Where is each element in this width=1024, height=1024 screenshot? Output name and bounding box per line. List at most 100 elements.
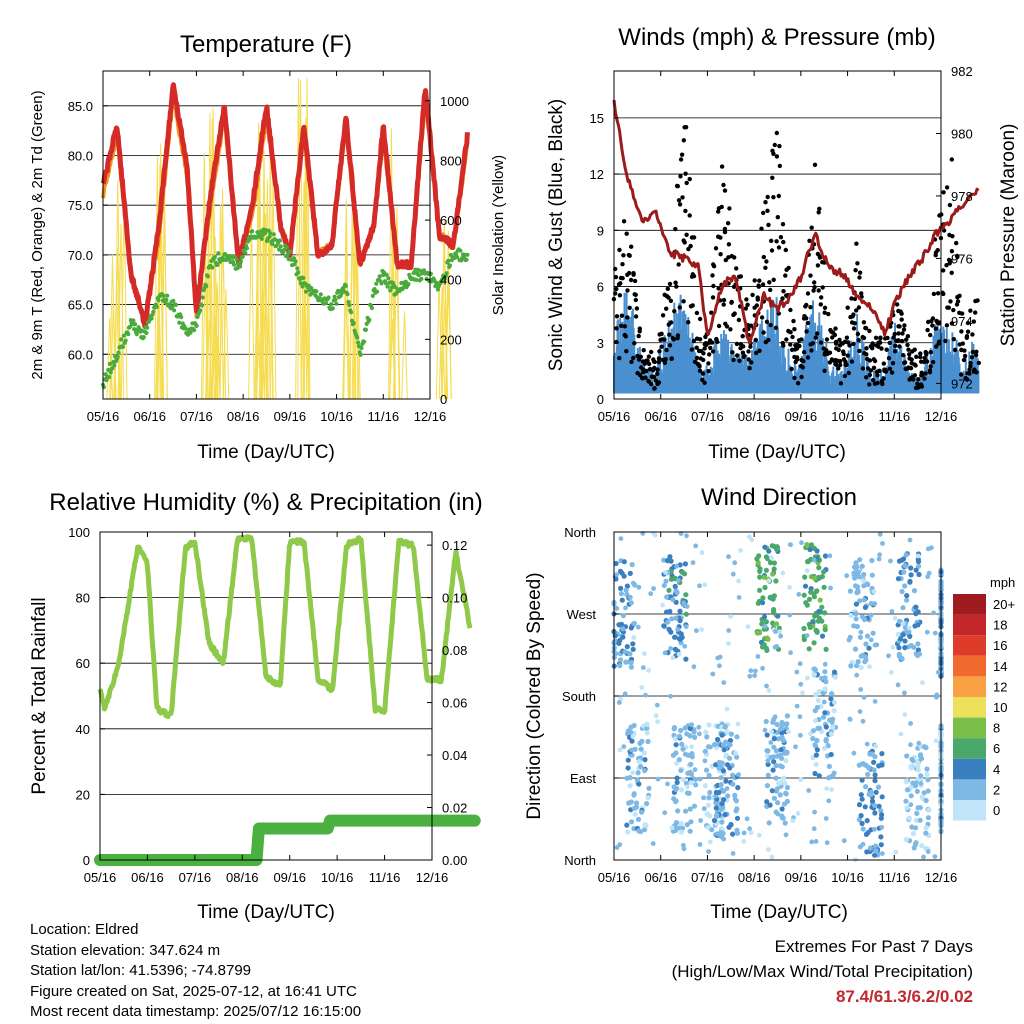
direction-point (773, 775, 779, 781)
y-tick-label: 40 (76, 722, 90, 737)
x-tick-label: 12/16 (414, 409, 447, 424)
direction-point (679, 787, 685, 793)
direction-point (682, 643, 688, 649)
direction-point (612, 633, 618, 639)
direction-point (761, 614, 768, 620)
direction-point (921, 744, 927, 750)
dewpoint-point (212, 255, 217, 260)
gust-point (627, 253, 632, 258)
gust-point (726, 255, 731, 260)
gust-point (713, 246, 719, 251)
direction-point (621, 573, 627, 579)
direction-point (777, 629, 783, 635)
gust-point (752, 278, 757, 283)
y2-tick-label: 400 (440, 273, 462, 288)
direction-point (639, 809, 645, 815)
y-tick-label: North (564, 525, 596, 540)
direction-point (620, 634, 626, 640)
gust-point (885, 335, 890, 341)
legend-label: 14 (993, 659, 1007, 674)
direction-point (626, 800, 632, 806)
gust-point (808, 273, 813, 278)
gust-point (651, 374, 657, 380)
dewpoint-point (145, 325, 150, 330)
direction-point (804, 542, 810, 548)
gust-point (764, 319, 770, 324)
direction-point (727, 755, 733, 761)
y-tick-label: 60 (76, 656, 90, 671)
direction-point (755, 600, 761, 606)
gust-point (807, 238, 812, 243)
direction-point (768, 740, 774, 745)
dewpoint-point (278, 244, 283, 249)
gust-point (973, 310, 978, 315)
direction-point (903, 836, 909, 843)
direction-point (699, 627, 705, 632)
direction-point (724, 786, 730, 791)
dewpoint-point (367, 317, 372, 322)
direction-point (936, 669, 941, 675)
direction-point (636, 584, 642, 590)
gust-point (759, 226, 764, 231)
gust-point (816, 210, 821, 215)
direction-point (628, 819, 635, 825)
direction-point (854, 663, 860, 669)
y-tick-label: West (567, 607, 597, 622)
gust-point (628, 277, 634, 283)
precipitation-line (94, 814, 481, 866)
direction-point (932, 630, 938, 636)
gust-point (925, 327, 930, 333)
legend-swatch (953, 614, 986, 636)
gust-point (689, 347, 694, 352)
direction-point (677, 608, 683, 614)
direction-point (741, 830, 747, 836)
gust-point (879, 346, 884, 351)
dewpoint-point (384, 272, 389, 277)
direction-point (907, 578, 913, 585)
winds-xlabel: Time (Day/UTC) (708, 442, 846, 463)
gust-point (770, 175, 775, 180)
gust-point (639, 375, 645, 381)
direction-point (762, 584, 768, 591)
direction-point (782, 820, 788, 826)
gust-point (625, 288, 630, 293)
direction-point (886, 653, 891, 659)
gust-point (669, 356, 674, 361)
solar-insolation-spike (156, 163, 164, 400)
gust-point (664, 347, 669, 353)
gust-point (946, 305, 951, 310)
gust-point (912, 373, 918, 378)
dewpoint-point (333, 297, 338, 302)
gust-point (774, 154, 780, 159)
gust-point (965, 329, 971, 334)
direction-point (688, 780, 694, 786)
gust-point (818, 340, 824, 345)
gust-point (646, 354, 652, 359)
dewpoint-point (200, 295, 205, 300)
direction-point (757, 568, 763, 575)
gust-point (769, 248, 775, 253)
gust-point (928, 350, 933, 355)
direction-point (624, 822, 630, 828)
direction-point (826, 798, 832, 804)
gust-point (897, 344, 902, 349)
dewpoint-point (343, 283, 348, 288)
gust-point (747, 366, 752, 371)
direction-point (900, 605, 906, 611)
direction-point (798, 681, 804, 687)
direction-point (923, 825, 929, 831)
gust-point (614, 314, 620, 319)
direction-point (726, 824, 732, 830)
direction-point (661, 557, 667, 563)
x-tick-label: 11/16 (878, 870, 910, 885)
direction-point (822, 627, 828, 633)
gust-point (915, 381, 920, 386)
solar-insolation-spike (295, 78, 302, 400)
direction-point (813, 752, 820, 758)
direction-point (675, 808, 681, 814)
dewpoint-point (161, 293, 166, 298)
gust-point (629, 359, 634, 365)
direction-point (897, 618, 903, 624)
direction-point (812, 666, 818, 672)
